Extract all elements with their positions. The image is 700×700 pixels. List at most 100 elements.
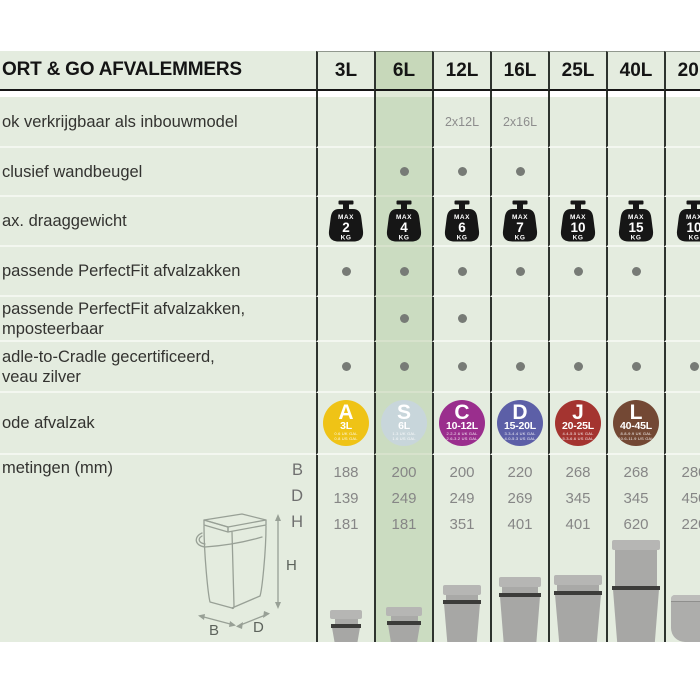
header-gap-cell	[0, 91, 316, 97]
weight-body	[386, 208, 422, 241]
presence-dot	[457, 266, 467, 276]
bag-code-gallons: 10.6-11.9 US GAL	[618, 436, 654, 441]
bin-part	[387, 621, 421, 625]
cell-inbouwmodel-40l	[606, 97, 664, 148]
presence-dot	[457, 167, 467, 176]
cell-inbouwmodel-12l: 2x12L	[432, 97, 490, 148]
presence-dot	[457, 362, 467, 371]
cell-afmetingen-25l: 268 345 401	[548, 455, 606, 642]
bin-silhouette-small-6	[386, 607, 422, 642]
bin-part	[334, 619, 358, 624]
cell-wandbeugel-16l	[490, 148, 548, 197]
cell-cradle-to-cradle-6l	[374, 342, 432, 393]
weight-handle-stem	[633, 203, 639, 210]
cell-wandbeugel-3l	[316, 148, 374, 197]
cell-afmetingen-20l: 280 450 220	[664, 455, 700, 642]
dimension-values: 188 139 181	[333, 460, 358, 538]
bin-silhouette-tall-16	[499, 577, 541, 642]
dimension-value: 269	[507, 490, 533, 507]
cell-afmetingen-3l: 188 139 181	[316, 455, 374, 642]
cell-inbouwmodel-3l	[316, 97, 374, 148]
presence-dot	[399, 314, 409, 323]
bag-code-gallons: 4.0-5.3 US GAL	[504, 436, 536, 441]
weight-kg-unit: KG	[515, 234, 526, 241]
h-arrowhead-bottom	[275, 602, 281, 609]
bin-part	[671, 595, 700, 642]
weight-kg-unit: KG	[399, 234, 410, 241]
presence-dot	[399, 266, 409, 276]
row-label-line: passende PerfectFit afvalzakken,	[2, 299, 246, 318]
weight-handle-stem	[459, 203, 465, 210]
cell-perfectfit-40l	[606, 247, 664, 297]
row-label-perfectfit-composteerbaar: passende PerfectFit afvalzakken, mposteer…	[0, 297, 316, 342]
presence-dot	[515, 266, 525, 276]
bin-body-side-outline	[231, 525, 267, 609]
weight-body	[676, 208, 700, 241]
cell-perfectfit-6l	[374, 247, 432, 297]
row-label-text: metingen (mm)	[2, 459, 113, 477]
dimension-value: 220	[681, 516, 700, 533]
bag-code-size: 10-12L	[445, 420, 479, 433]
presence-dot	[457, 314, 467, 323]
weight-body	[444, 208, 480, 241]
presence-dot	[573, 362, 583, 371]
bag-code-gallons: 1.3 UK GAL	[392, 431, 416, 437]
row-label-line: ok verkrijgbaar als inbouwmodel	[2, 112, 238, 131]
bag-code-gallons: 0.6 UK GAL	[334, 431, 358, 437]
header-gap-cell	[664, 91, 700, 97]
dimension-values: 220 269 401	[507, 460, 532, 538]
bag-code-gallons: 4.4-5.5 UK GAL	[562, 431, 594, 437]
cell-inbouwmodel-16l: 2x16L	[490, 97, 548, 148]
column-header-12l: 12L	[432, 51, 490, 91]
dimension-value: 200	[449, 464, 475, 481]
bag-code-letter: J	[572, 401, 584, 425]
dimension-values: 268 345 620	[623, 460, 648, 538]
column-header-label: 16L	[503, 59, 537, 81]
presence-dot	[341, 266, 351, 276]
presence-dot	[515, 362, 525, 371]
bag-code-letter: L	[629, 401, 643, 425]
weight-max-label: MAX	[512, 214, 528, 221]
row-label-draaggewicht: ax. draaggewicht	[0, 197, 316, 247]
weight-kg-unit: KG	[341, 234, 352, 241]
d-arrowhead-right	[263, 611, 270, 618]
weight-max-label: MAX	[338, 214, 354, 221]
header-gap-cell	[316, 91, 374, 97]
bin-part	[554, 575, 602, 585]
column-header-label: 3L	[334, 59, 358, 81]
cell-perfectfit-composteerbaar-12l	[432, 297, 490, 342]
weight-handle-stem	[517, 203, 523, 210]
bag-code-gallons: 2.6-3.2 US GAL	[446, 436, 478, 441]
product-comparison-table: ORT & GO AFVALEMMERS 3L6L12L16L25L40L20L…	[0, 51, 700, 642]
cell-afmetingen-6l: 200 249 181	[374, 455, 432, 642]
row-label-text: passende PerfectFit afvalzakken	[2, 261, 240, 281]
bin-part	[388, 624, 420, 642]
dimension-value: 345	[565, 490, 591, 507]
bin-part	[444, 603, 480, 642]
bin-part	[330, 610, 362, 619]
cell-draaggewicht-40l: MAX 15 KG	[606, 197, 664, 247]
weight-body	[502, 208, 538, 241]
weight-kg-value: 6	[458, 220, 466, 235]
cell-code-afvalzak-3l: A 3L 0.6 UK GAL 0.8 US GAL	[316, 393, 374, 455]
bin-part	[331, 624, 361, 628]
bin-body-front-outline	[203, 525, 235, 610]
weight-handle-bar	[686, 200, 700, 204]
row-label-code-afvalzak: ode afvalzak	[0, 393, 316, 455]
weight-max-label: MAX	[454, 214, 470, 221]
bag-code-gallons: 0.8 US GAL	[334, 436, 358, 441]
bag-code-badge-l: L 40-45L 8.8-9.9 UK GAL 10.6-11.9 US GAL	[613, 400, 659, 446]
cell-perfectfit-16l	[490, 247, 548, 297]
presence-dot	[573, 266, 583, 276]
weight-max-label: MAX	[628, 214, 644, 221]
bin-part	[615, 550, 657, 586]
column-header-label: 12L	[445, 59, 479, 81]
weight-handle-stem	[575, 203, 581, 210]
cell-draaggewicht-16l: MAX 7 KG	[490, 197, 548, 247]
weight-body	[328, 208, 364, 241]
